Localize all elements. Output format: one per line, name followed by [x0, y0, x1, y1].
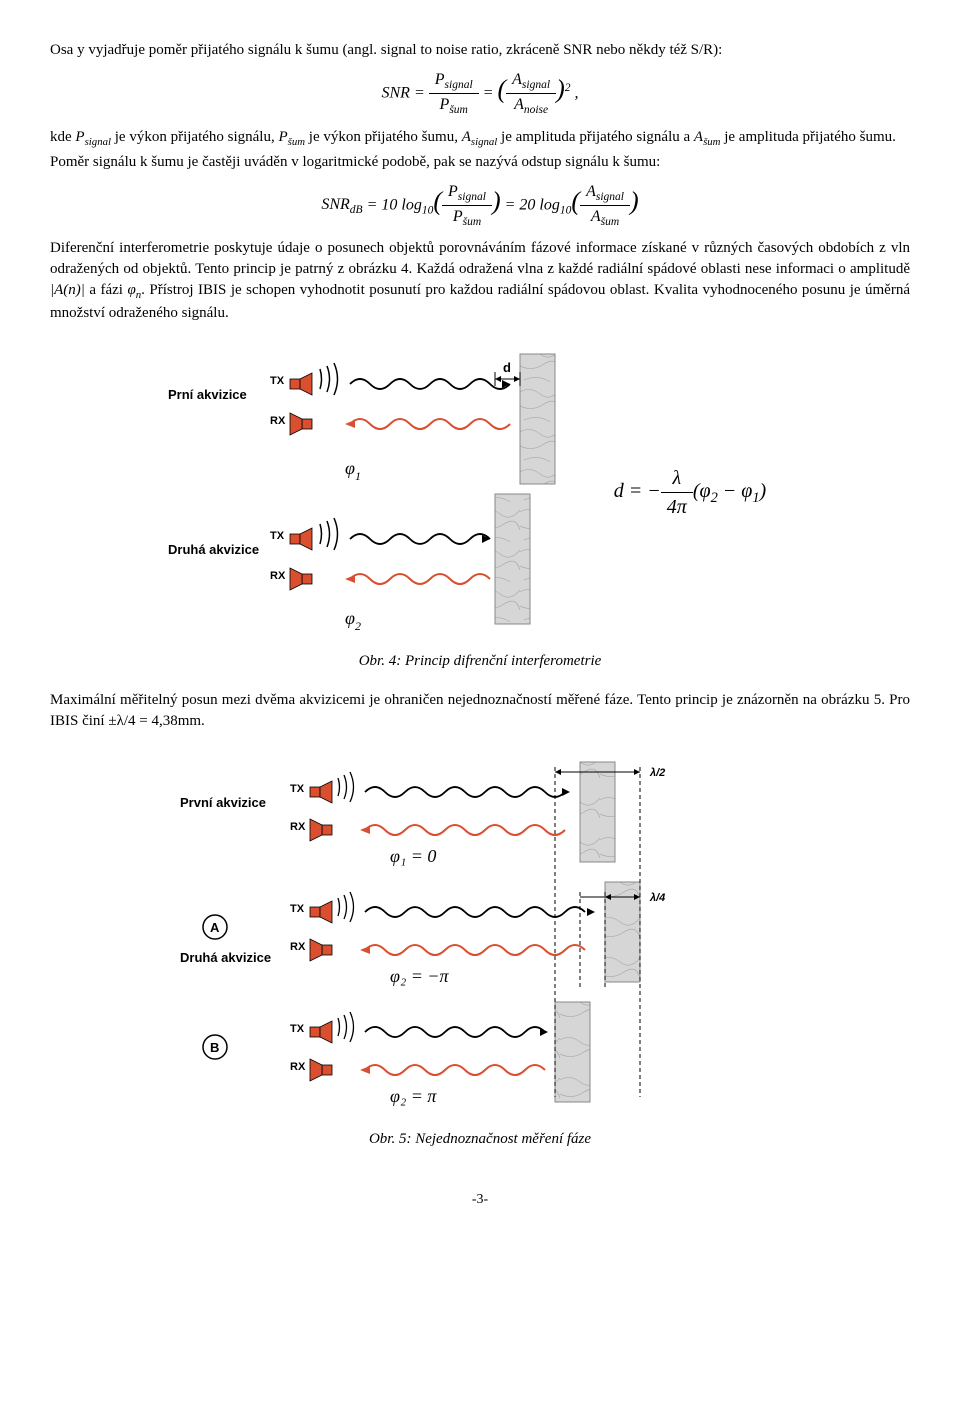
svg-text:TX: TX	[290, 1023, 305, 1035]
svg-text:TX: TX	[290, 903, 305, 915]
marker-a: A	[210, 920, 220, 935]
fig4-tx2: TX	[270, 530, 285, 542]
d-label: d	[503, 360, 511, 375]
fig4-rx1: RX	[270, 415, 286, 427]
fig4-rx2: RX	[270, 570, 286, 582]
speaker-icon	[290, 373, 312, 395]
figure-5-caption: Obr. 5: Nejednoznačnost měření fáze	[50, 1129, 910, 1150]
paragraph-3: Poměr signálu k šumu je častěji uváděn v…	[50, 152, 910, 173]
phi-2: φ2	[345, 608, 361, 633]
marker-b: B	[210, 1040, 219, 1055]
fig4-label-second: Druhá akvizice	[168, 542, 259, 557]
figure-4-caption: Obr. 4: Princip difrenční interferometri…	[50, 651, 910, 672]
paragraph-4: Diferenční interferometrie poskytuje úda…	[50, 238, 910, 324]
lambda-quarter: λ/4	[649, 892, 665, 904]
paragraph-5: Maximální měřitelný posun mezi dvěma akv…	[50, 690, 910, 732]
svg-text:RX: RX	[290, 941, 306, 953]
phi-1: φ1	[345, 458, 361, 483]
fig5-label-first: První akvizice	[180, 795, 266, 810]
figure-5: λ/2 λ/4 První akvizice TX RX φ₁ = 0 Druh…	[50, 752, 910, 1119]
svg-text:RX: RX	[290, 1061, 306, 1073]
fig4-label-first: Prní akvizice	[168, 387, 247, 402]
fig4-tx1: TX	[270, 375, 285, 387]
formula-snr: SNR = PsignalPšum = (AsignalAnoise)2 ,	[50, 69, 910, 119]
formula-snr-db: SNRdB = 10 log10(PsignalPšum) = 20 log10…	[50, 181, 910, 231]
fig5-label-second: Druhá akvizice	[180, 950, 271, 965]
speaker-icon	[290, 413, 312, 435]
page-number: -3-	[50, 1190, 910, 1210]
phi2a-eq: φ₂ = −π	[390, 966, 450, 986]
phi1-eq: φ₁ = 0	[390, 846, 436, 866]
svg-text:RX: RX	[290, 821, 306, 833]
speaker-icon	[290, 568, 312, 590]
phi2b-eq: φ₂ = π	[390, 1086, 437, 1106]
lambda-half: λ/2	[649, 767, 665, 779]
paragraph-1: Osa y vyjadřuje poměr přijatého signálu …	[50, 40, 910, 61]
paragraph-2: kde Psignal je výkon přijatého signálu, …	[50, 127, 910, 150]
figure-4: d Prní akvizice TX RX φ1 Druhá akvizice …	[50, 344, 910, 641]
svg-text:TX: TX	[290, 783, 305, 795]
speaker-icon	[290, 528, 312, 550]
fig4-equation: d = −λ4π(φ2 − φ1)	[580, 464, 800, 521]
